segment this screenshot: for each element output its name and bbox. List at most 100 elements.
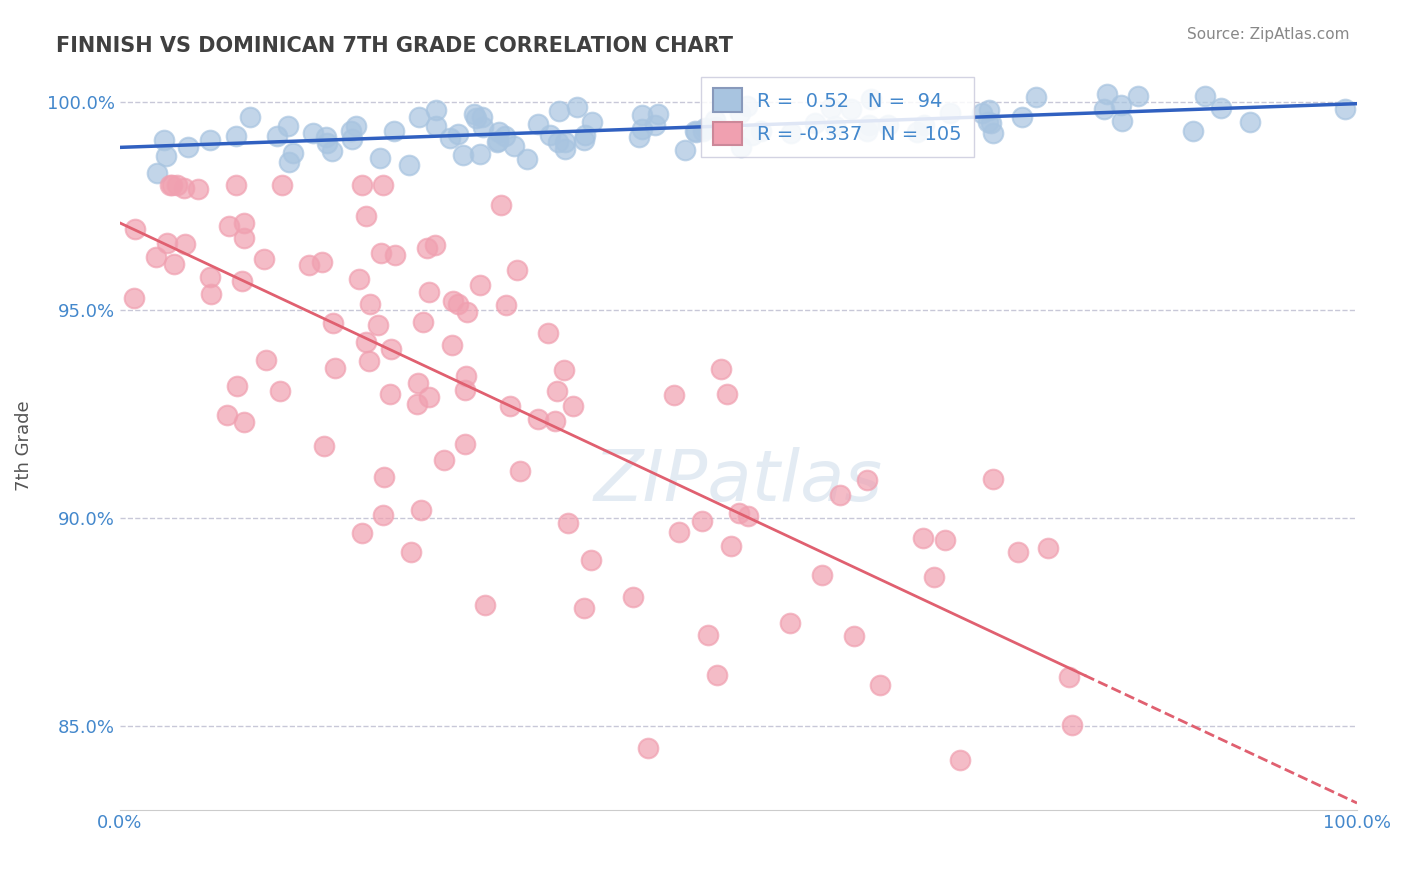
Text: Source: ZipAtlas.com: Source: ZipAtlas.com	[1187, 27, 1350, 42]
Point	[621, 591, 644, 605]
Point	[820, 101, 842, 115]
Point	[830, 488, 852, 502]
Point	[439, 131, 461, 145]
Point	[912, 118, 935, 132]
Point	[174, 237, 197, 252]
Point	[225, 379, 247, 393]
Point	[720, 539, 742, 553]
Point	[176, 140, 198, 154]
Point	[412, 315, 434, 329]
Point	[503, 139, 526, 153]
Point	[516, 153, 538, 167]
Point	[1036, 541, 1059, 555]
Point	[972, 106, 994, 120]
Point	[668, 524, 690, 539]
Point	[398, 158, 420, 172]
Point	[489, 198, 512, 212]
Point	[981, 473, 1004, 487]
Point	[704, 112, 727, 127]
Point	[218, 219, 240, 233]
Point	[1060, 717, 1083, 731]
Point	[728, 105, 751, 120]
Point	[370, 246, 392, 260]
Point	[454, 383, 477, 397]
Point	[1181, 124, 1204, 138]
Point	[359, 353, 381, 368]
Point	[557, 516, 579, 531]
Point	[1209, 101, 1232, 115]
Point	[546, 384, 568, 398]
Point	[215, 408, 238, 422]
Point	[554, 135, 576, 149]
Point	[692, 124, 714, 138]
Point	[225, 178, 247, 193]
Point	[537, 326, 560, 340]
Point	[277, 155, 299, 169]
Point	[472, 120, 495, 134]
Legend: R =  0.52   N =  94, R = -0.337   N = 105: R = 0.52 N = 94, R = -0.337 N = 105	[702, 77, 974, 157]
Point	[627, 130, 650, 145]
Point	[298, 258, 321, 272]
Point	[198, 133, 221, 147]
Point	[704, 120, 727, 134]
Point	[685, 125, 707, 139]
Point	[323, 361, 346, 376]
Point	[233, 415, 256, 429]
Point	[803, 115, 825, 129]
Point	[166, 178, 188, 193]
Point	[912, 531, 935, 545]
Point	[574, 133, 596, 147]
Point	[340, 132, 363, 146]
Point	[693, 121, 716, 136]
Point	[977, 103, 1000, 117]
Point	[858, 118, 880, 132]
Point	[706, 668, 728, 682]
Point	[446, 127, 468, 141]
Point	[905, 125, 928, 139]
Point	[548, 104, 571, 119]
Y-axis label: 7th Grade: 7th Grade	[15, 401, 32, 491]
Point	[368, 151, 391, 165]
Point	[683, 123, 706, 137]
Point	[1092, 102, 1115, 116]
Point	[371, 508, 394, 523]
Point	[572, 600, 595, 615]
Text: FINNISH VS DOMINICAN 7TH GRADE CORRELATION CHART: FINNISH VS DOMINICAN 7TH GRADE CORRELATI…	[56, 36, 734, 55]
Point	[225, 128, 247, 143]
Point	[311, 255, 333, 269]
Point	[418, 285, 440, 299]
Point	[486, 136, 509, 150]
Point	[239, 110, 262, 124]
Point	[321, 145, 343, 159]
Point	[454, 436, 477, 450]
Point	[266, 129, 288, 144]
Point	[173, 180, 195, 194]
Point	[384, 248, 406, 262]
Point	[281, 145, 304, 160]
Point	[1239, 115, 1261, 129]
Point	[408, 110, 430, 124]
Point	[637, 741, 659, 756]
Point	[367, 318, 389, 332]
Point	[842, 629, 865, 643]
Point	[728, 507, 751, 521]
Point	[780, 126, 803, 140]
Point	[859, 92, 882, 106]
Point	[486, 134, 509, 148]
Point	[647, 107, 669, 121]
Point	[488, 125, 510, 139]
Point	[499, 399, 522, 413]
Point	[631, 108, 654, 122]
Point	[233, 231, 256, 245]
Point	[453, 147, 475, 161]
Point	[252, 252, 274, 267]
Point	[696, 628, 718, 642]
Point	[495, 298, 517, 312]
Point	[200, 269, 222, 284]
Point	[981, 126, 1004, 140]
Point	[382, 124, 405, 138]
Text: ZIPatlas: ZIPatlas	[593, 448, 883, 516]
Point	[349, 271, 371, 285]
Point	[547, 136, 569, 150]
Point	[735, 99, 758, 113]
